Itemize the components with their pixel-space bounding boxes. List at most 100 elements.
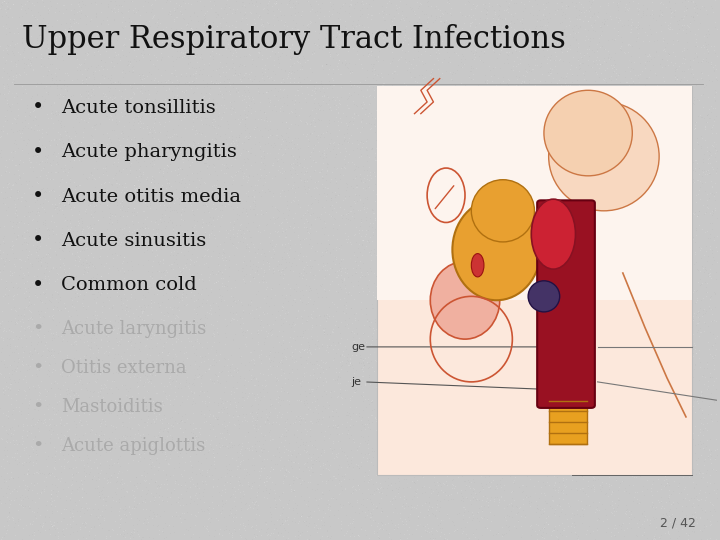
Point xyxy=(29,359,40,368)
Point xyxy=(534,354,546,363)
Point xyxy=(173,452,184,461)
Point xyxy=(418,182,430,191)
Point xyxy=(188,245,199,253)
Point xyxy=(151,153,163,161)
Point xyxy=(473,488,485,496)
Point xyxy=(252,400,264,408)
Point xyxy=(304,511,315,519)
Point xyxy=(405,4,417,13)
Point xyxy=(103,244,114,253)
Point xyxy=(17,48,29,56)
Point xyxy=(246,149,257,158)
Point xyxy=(294,268,305,277)
Point xyxy=(537,275,549,284)
Point xyxy=(142,387,153,396)
Point xyxy=(148,508,159,516)
Point xyxy=(477,157,488,165)
Point xyxy=(349,165,361,173)
Point xyxy=(518,451,529,460)
Point xyxy=(467,335,478,344)
Point xyxy=(355,500,366,509)
Point xyxy=(143,343,155,352)
Point xyxy=(236,451,248,460)
Point xyxy=(461,232,472,240)
Point xyxy=(235,324,247,333)
Point xyxy=(117,321,129,330)
Point xyxy=(137,315,148,324)
Point xyxy=(240,132,252,141)
Point xyxy=(81,336,93,345)
Point xyxy=(297,298,308,307)
Point xyxy=(604,317,616,326)
Point xyxy=(12,232,23,241)
Point xyxy=(576,322,588,331)
Point xyxy=(445,384,456,393)
Point xyxy=(628,109,639,117)
Point xyxy=(652,332,663,340)
Point xyxy=(279,247,290,256)
Point xyxy=(588,474,600,482)
Point xyxy=(189,318,200,326)
Point xyxy=(330,153,341,161)
Point xyxy=(311,134,323,143)
Point xyxy=(147,104,158,112)
Point xyxy=(331,224,343,233)
Point xyxy=(200,194,212,203)
Point xyxy=(114,266,126,274)
Point xyxy=(184,35,196,44)
FancyBboxPatch shape xyxy=(537,200,595,408)
Point xyxy=(30,151,41,159)
Point xyxy=(86,510,97,518)
Point xyxy=(183,392,194,400)
Point xyxy=(366,304,378,313)
Point xyxy=(567,476,578,484)
Point xyxy=(344,423,356,431)
Point xyxy=(285,138,297,146)
Point xyxy=(582,430,594,438)
Point xyxy=(418,60,429,69)
Point xyxy=(270,0,282,8)
Text: Acute apiglottis: Acute apiglottis xyxy=(61,437,205,455)
Point xyxy=(415,163,427,171)
Point xyxy=(185,472,197,481)
Point xyxy=(310,121,321,130)
Point xyxy=(621,210,633,219)
Point xyxy=(441,394,452,403)
Point xyxy=(32,120,43,129)
Point xyxy=(425,314,436,323)
Point xyxy=(357,287,369,295)
Point xyxy=(102,83,114,91)
Point xyxy=(598,211,609,220)
Point xyxy=(2,82,14,90)
Point xyxy=(27,415,38,423)
Point xyxy=(163,84,175,92)
Point xyxy=(53,32,65,40)
Point xyxy=(583,303,595,312)
Point xyxy=(88,443,99,452)
Point xyxy=(597,133,608,142)
Point xyxy=(552,472,563,481)
Point xyxy=(571,322,582,331)
Point xyxy=(48,426,59,435)
Point xyxy=(693,220,704,229)
Point xyxy=(680,2,691,10)
Point xyxy=(86,248,97,257)
Point xyxy=(359,437,371,445)
Point xyxy=(451,183,462,192)
Point xyxy=(310,86,322,94)
Point xyxy=(0,19,12,28)
Point xyxy=(293,72,305,81)
Point xyxy=(51,84,63,92)
Point xyxy=(353,261,364,269)
Point xyxy=(273,326,284,335)
Point xyxy=(297,327,309,336)
Point xyxy=(457,370,469,379)
Point xyxy=(110,186,122,194)
Point xyxy=(21,180,32,188)
Point xyxy=(310,521,322,529)
Point xyxy=(692,266,703,275)
Point xyxy=(536,329,547,338)
Point xyxy=(678,79,690,87)
Point xyxy=(678,323,690,332)
Point xyxy=(353,89,364,98)
